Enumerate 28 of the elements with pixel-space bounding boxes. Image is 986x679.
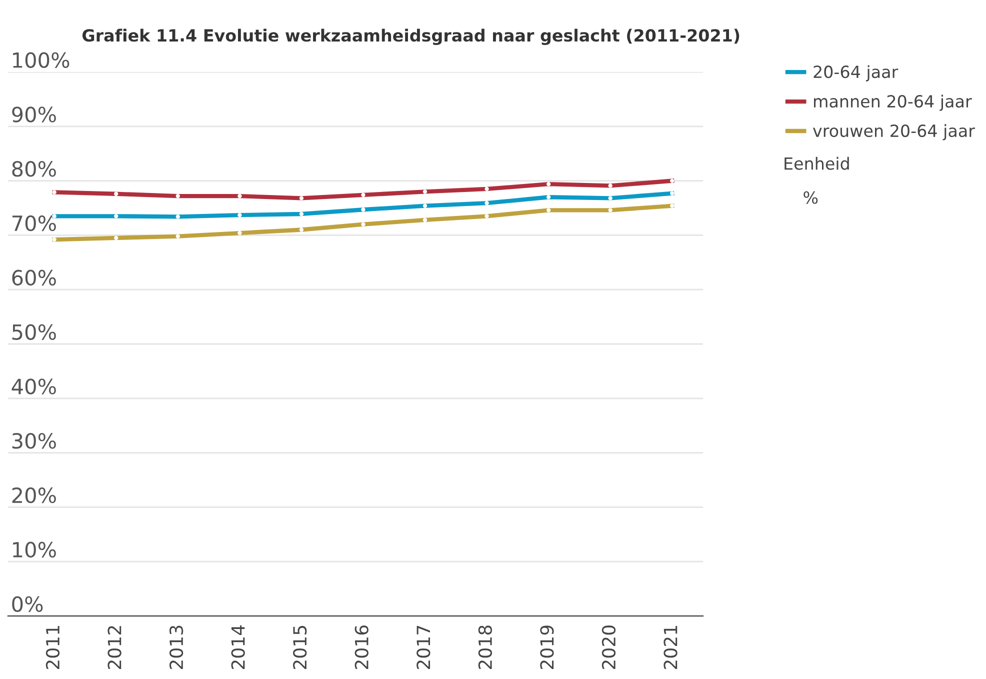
legend-label: vrouwen 20-64 jaar <box>812 124 975 140</box>
chart-title: Grafiek 11.4 Evolutie werkzaamheidsgraad naar geslacht (2011-2021) <box>82 28 740 46</box>
x-tick-label: 2011 <box>46 626 60 669</box>
y-tick-label: 50% <box>12 324 56 340</box>
x-tick-label: 2018 <box>478 626 492 669</box>
x-tick-label: 2014 <box>231 625 245 669</box>
text: Eenheid <box>784 156 849 170</box>
x-tick-label: 2021 <box>664 626 678 669</box>
x-tick-label: 2019 <box>540 626 554 669</box>
y-tick-label: 70% <box>12 215 56 232</box>
legend-label: 20-64 jaar <box>814 65 898 82</box>
x-tick-label: 2013 <box>169 626 184 669</box>
y-tick-label: 100% <box>13 52 70 68</box>
y-tick-label: 80% <box>12 161 56 177</box>
x-tick-label: 2015 <box>293 626 307 669</box>
x-tick-label: 2016 <box>354 625 368 669</box>
x-tick-label: 2017 <box>416 626 430 669</box>
x-tick-label: 2012 <box>108 626 122 669</box>
x-tick-label: 2020 <box>602 626 616 669</box>
y-tick-label: 60% <box>12 270 56 286</box>
y-tick-label: 40% <box>12 378 56 394</box>
y-tick-label: 30% <box>12 433 56 449</box>
y-tick-label: 10% <box>13 542 56 558</box>
y-tick-label: 90% <box>12 106 56 122</box>
y-tick-label: 0% <box>12 596 43 612</box>
y-tick-label: 20% <box>12 487 56 504</box>
text: % <box>804 191 818 204</box>
legend-label: mannen 20-64 jaar <box>814 94 972 111</box>
